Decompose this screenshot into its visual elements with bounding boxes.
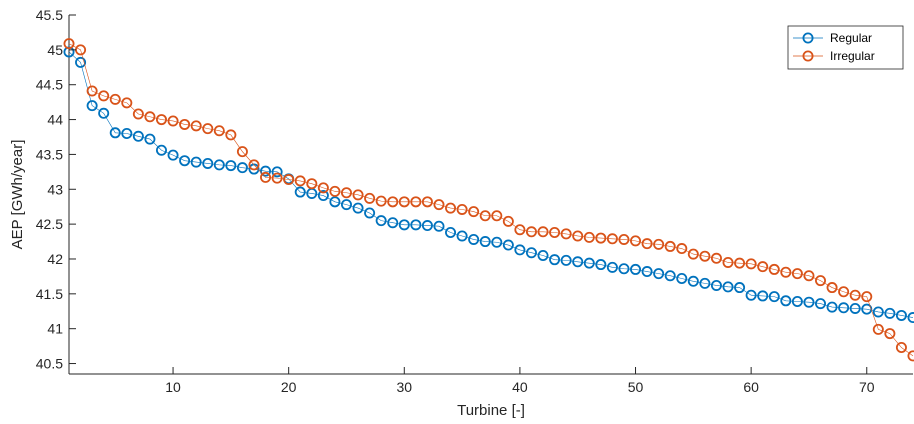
y-tick-label: 40.5 — [36, 356, 63, 372]
x-tick-label: 50 — [628, 379, 644, 395]
legend: Regular Irregular — [788, 26, 903, 69]
legend-label: Regular — [830, 31, 872, 45]
y-tick-label: 45 — [47, 42, 63, 58]
x-tick-label: 40 — [512, 379, 528, 395]
x-tick-label: 30 — [396, 379, 412, 395]
x-tick-label: 10 — [165, 379, 181, 395]
y-tick-label: 41 — [47, 321, 63, 337]
y-tick-label: 41.5 — [36, 286, 63, 302]
y-tick-label: 44.5 — [36, 77, 63, 93]
y-tick-label: 42 — [47, 251, 63, 267]
x-tick-label: 70 — [859, 379, 875, 395]
y-tick-label: 43.5 — [36, 146, 63, 162]
y-tick-label: 44 — [47, 112, 63, 128]
y-tick-label: 43 — [47, 181, 63, 197]
y-tick-label: 45.5 — [36, 7, 63, 23]
x-tick-label: 60 — [743, 379, 759, 395]
y-axis-label: AEP [GWh/year] — [9, 140, 26, 250]
y-tick-label: 42.5 — [36, 216, 63, 232]
x-axis-label: Turbine [-] — [457, 402, 525, 419]
legend-label: Irregular — [830, 49, 875, 63]
x-tick-label: 20 — [281, 379, 297, 395]
